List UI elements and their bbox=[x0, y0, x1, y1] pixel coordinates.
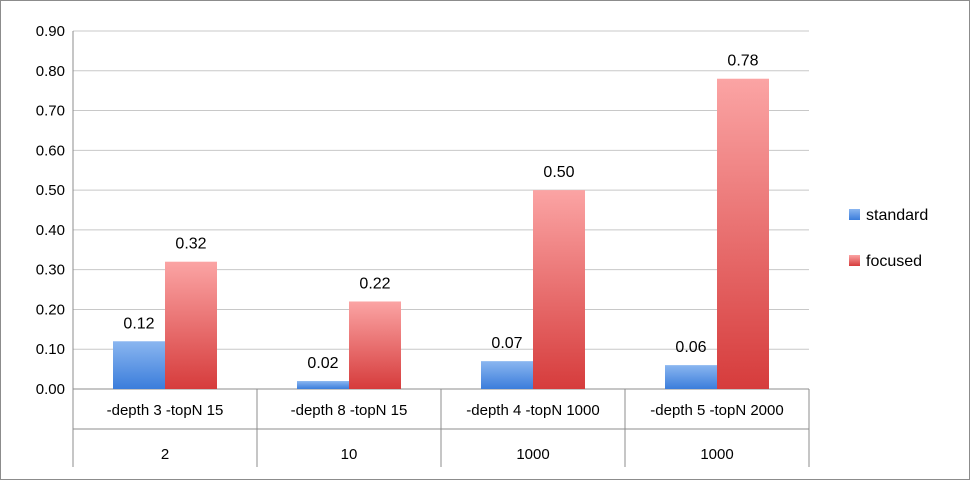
y-tick-label: 0.50 bbox=[36, 182, 65, 199]
bar-focused bbox=[349, 301, 401, 389]
bar-focused bbox=[533, 190, 585, 389]
data-label: 0.50 bbox=[543, 164, 574, 181]
label-layer: 0.12 0.02 0.07 0.06 0.32 0.22 0.50 0.78 bbox=[123, 53, 758, 372]
bar-standard bbox=[665, 365, 717, 389]
y-tick-label: 0.40 bbox=[36, 222, 65, 239]
y-tick-label: 0.90 bbox=[36, 23, 65, 40]
x-group-label: 1000 bbox=[516, 446, 549, 463]
data-label: 0.07 bbox=[491, 335, 522, 352]
y-tick-label: 0.30 bbox=[36, 262, 65, 279]
legend-label: focused bbox=[866, 253, 922, 270]
data-label: 0.22 bbox=[359, 275, 390, 292]
axis-layer: 0.00 0.10 0.20 0.30 0.40 0.50 0.60 0.70 0.80 0.90… bbox=[36, 23, 809, 467]
data-label: 0.02 bbox=[307, 355, 338, 372]
bar-standard bbox=[481, 361, 533, 389]
data-label: 0.32 bbox=[175, 236, 206, 253]
legend-swatch-focused bbox=[849, 255, 860, 266]
x-group-label: 2 bbox=[161, 446, 169, 463]
bar-standard bbox=[297, 381, 349, 389]
y-tick-label: 0.80 bbox=[36, 63, 65, 80]
x-group-label: 1000 bbox=[700, 446, 733, 463]
x-tick-label: -depth 5 -topN 2000 bbox=[650, 402, 783, 419]
y-tick-label: 0.70 bbox=[36, 103, 65, 120]
legend: standard focused bbox=[849, 207, 928, 270]
bar-standard bbox=[113, 341, 165, 389]
x-group-label: 10 bbox=[341, 446, 358, 463]
bar-focused bbox=[717, 79, 769, 389]
data-label: 0.12 bbox=[123, 315, 154, 332]
y-tick-label: 0.60 bbox=[36, 142, 65, 159]
legend-label: standard bbox=[866, 207, 928, 224]
y-tick-label: 0.00 bbox=[36, 381, 65, 398]
y-tick-label: 0.10 bbox=[36, 341, 65, 358]
bar-focused bbox=[165, 262, 217, 389]
legend-swatch-standard bbox=[849, 209, 860, 220]
x-tick-label: -depth 8 -topN 15 bbox=[291, 402, 408, 419]
x-tick-label: -depth 3 -topN 15 bbox=[107, 402, 224, 419]
x-tick-label: -depth 4 -topN 1000 bbox=[466, 402, 599, 419]
y-tick-label: 0.20 bbox=[36, 301, 65, 318]
bar-layer bbox=[113, 79, 769, 389]
data-label: 0.06 bbox=[675, 339, 706, 356]
data-label: 0.78 bbox=[727, 53, 758, 70]
